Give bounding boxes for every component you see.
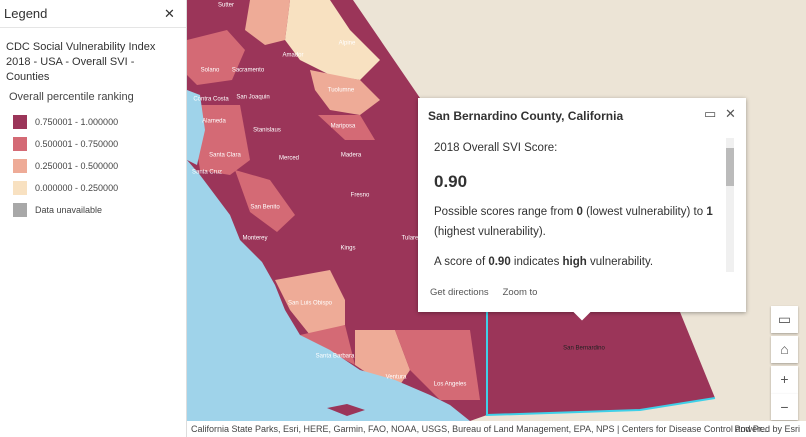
county <box>187 30 245 85</box>
text-part: vulnerability. <box>586 256 654 268</box>
text-part: Possible scores range from <box>434 206 577 218</box>
county-label: Monterey <box>242 236 267 242</box>
legend-item: 0.000000 - 0.250000 <box>0 177 186 199</box>
county-label: Solano <box>201 68 220 74</box>
text-part: 1 <box>706 206 713 218</box>
legend-label: 0.000000 - 0.250000 <box>35 183 119 193</box>
county-label: Santa Cruz <box>192 170 222 176</box>
county <box>235 170 295 232</box>
legend-swatch <box>13 137 27 151</box>
legend-panel: Legend ✕ CDC Social Vulnerability Index … <box>0 0 187 437</box>
county-labels: Sutter Alpine Solano Sacramento Amador Tuolum… <box>192 3 606 388</box>
county-label: Stanislaus <box>253 128 281 134</box>
county-label: San Bernardino <box>563 346 605 352</box>
text-part: A score of <box>434 256 489 268</box>
popup: San Bernardino County, California ▭ ✕ 20… <box>418 98 746 321</box>
score-label: 2018 Overall SVI Score: <box>434 142 558 154</box>
home-button[interactable]: ⌂ <box>771 336 798 363</box>
action[interactable]: Zoom to <box>502 287 538 298</box>
scrollbar[interactable] <box>726 138 734 272</box>
county-label: Sacramento <box>232 68 265 74</box>
popup-actions: Get directions Zoom to <box>430 287 551 298</box>
score: 0.90 <box>434 172 468 191</box>
county <box>190 105 250 175</box>
county <box>318 115 375 140</box>
county <box>355 330 410 385</box>
powered-by[interactable]: Powered by Esri <box>734 424 800 434</box>
legend-swatch <box>13 181 27 195</box>
county-label: Tuolumne <box>328 88 355 94</box>
county <box>245 0 290 45</box>
county-label: San Joaquin <box>236 95 269 101</box>
county-label: Merced <box>279 156 299 162</box>
county-label: Amador <box>282 53 303 59</box>
county-label: San Luis Obispo <box>288 301 333 307</box>
zoom-out[interactable]: − <box>771 394 798 420</box>
county <box>300 325 355 365</box>
county-label: Santa Barbara <box>316 354 355 360</box>
text-part: (lowest vulnerability) to <box>582 206 707 218</box>
county-label: Madera <box>341 153 362 159</box>
range-text: Possible scores range from 0 (lowest vul… <box>434 202 724 242</box>
layer-title: CDC Social Vulnerability Index 2018 - US… <box>6 41 156 83</box>
legend-swatch <box>13 159 27 173</box>
field-title: Overall percentile ranking <box>9 91 134 103</box>
legend-label: Data unavailable <box>35 205 103 215</box>
ocean <box>187 160 470 421</box>
county-label: Kings <box>340 246 355 252</box>
attribution-bar: California State Parks, Esri, HERE, Garm… <box>187 421 806 437</box>
county <box>310 70 380 115</box>
county-label: Tulare <box>402 236 419 242</box>
zoom-in[interactable]: + <box>771 366 798 394</box>
selection-outline <box>486 312 716 417</box>
county <box>285 0 380 80</box>
county-label: Alameda <box>202 119 226 125</box>
popup-content: 2018 Overall SVI Score: 0.90 Possible sc… <box>434 138 724 272</box>
text-part: indicates <box>510 256 563 268</box>
action[interactable]: Get directions <box>430 287 489 298</box>
county-label: Contra Costa <box>193 97 229 103</box>
attribution: California State Parks, Esri, HERE, Garm… <box>191 424 769 434</box>
county-label: Ventura <box>386 375 407 381</box>
legend-items: 0.750001 - 1.000000 0.500001 - 0.750000 0.… <box>0 111 186 221</box>
text-part: 0 <box>576 206 583 218</box>
legend-swatch <box>13 115 27 129</box>
legend-item: Data unavailable <box>0 199 186 221</box>
county-label: Fresno <box>351 193 370 199</box>
island <box>327 404 365 416</box>
close-button[interactable]: ✕ <box>164 6 175 21</box>
legend-label: 0.750001 - 1.000000 <box>35 117 119 127</box>
county-label: Sutter <box>218 3 234 9</box>
county-label: Santa Clara <box>209 153 241 159</box>
text-part: 0.90 <box>488 256 511 268</box>
county-label: Alpine <box>339 41 356 47</box>
county <box>395 330 480 400</box>
county-label: Mariposa <box>331 124 356 130</box>
legend-label: 0.500001 - 0.750000 <box>35 139 119 149</box>
summary-text: A score of 0.90 indicates high vulnerabi… <box>434 252 724 272</box>
text-part: high <box>562 256 587 268</box>
county-label: San Benito <box>250 205 280 211</box>
legend-item: 0.750001 - 1.000000 <box>0 111 186 133</box>
county-label: Los Angeles <box>434 382 467 388</box>
close-button[interactable]: ✕ <box>725 106 736 121</box>
legend-title: Legend <box>0 0 186 28</box>
legend-item: 0.500001 - 0.750000 <box>0 133 186 155</box>
legend-swatch <box>13 203 27 217</box>
legend-label: 0.250001 - 0.500000 <box>35 161 119 171</box>
legend-item: 0.250001 - 0.500000 <box>0 155 186 177</box>
dock-button[interactable]: ▭ <box>704 106 717 121</box>
text-part: (highest vulnerability). <box>434 226 546 238</box>
bay <box>187 90 205 165</box>
basemap-button[interactable]: ▭ <box>771 306 798 333</box>
popup-title: San Bernardino County, California <box>428 109 624 123</box>
county <box>275 270 345 335</box>
